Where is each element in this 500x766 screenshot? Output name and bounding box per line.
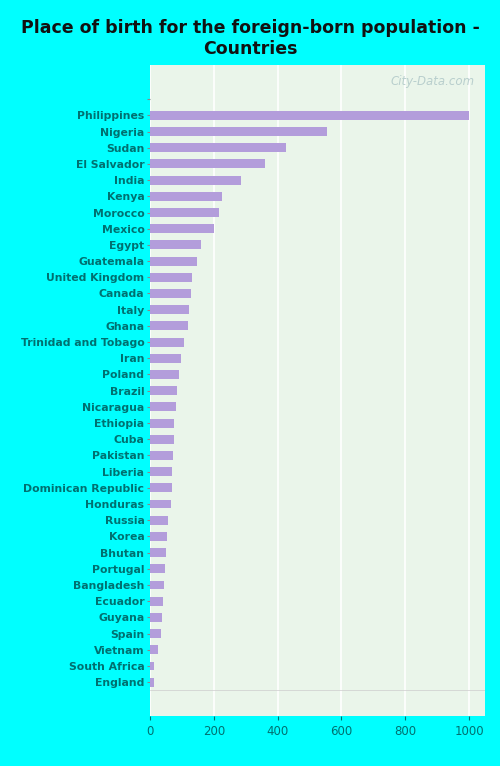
Bar xyxy=(150,645,158,654)
Bar xyxy=(150,370,178,379)
Bar xyxy=(150,418,174,427)
Bar xyxy=(150,289,191,298)
Bar xyxy=(150,192,222,201)
Bar xyxy=(150,532,166,541)
Bar xyxy=(150,565,165,573)
Bar xyxy=(150,208,218,217)
Bar xyxy=(150,305,189,314)
Bar xyxy=(150,581,164,590)
Bar xyxy=(150,257,197,266)
Bar xyxy=(150,662,154,670)
Bar xyxy=(150,499,171,509)
Bar xyxy=(150,241,201,250)
Bar xyxy=(150,354,180,363)
Bar xyxy=(150,678,154,686)
Bar xyxy=(150,548,166,557)
Bar xyxy=(150,273,192,282)
Bar xyxy=(150,159,265,169)
Bar xyxy=(150,613,162,622)
Bar xyxy=(150,467,172,476)
Text: City-Data.com: City-Data.com xyxy=(391,75,475,88)
Bar xyxy=(150,516,168,525)
Bar xyxy=(150,127,327,136)
Bar xyxy=(150,111,469,119)
Bar xyxy=(150,402,176,411)
Bar xyxy=(150,386,177,395)
Bar xyxy=(150,338,184,346)
Bar xyxy=(150,451,173,460)
Bar xyxy=(150,483,172,493)
Bar xyxy=(150,597,163,606)
Bar xyxy=(150,143,286,152)
Bar xyxy=(150,224,214,233)
Bar xyxy=(150,435,174,444)
Bar xyxy=(150,629,161,638)
Text: Place of birth for the foreign-born population -
Countries: Place of birth for the foreign-born popu… xyxy=(20,19,479,58)
Bar xyxy=(150,175,241,185)
Bar xyxy=(150,322,188,330)
